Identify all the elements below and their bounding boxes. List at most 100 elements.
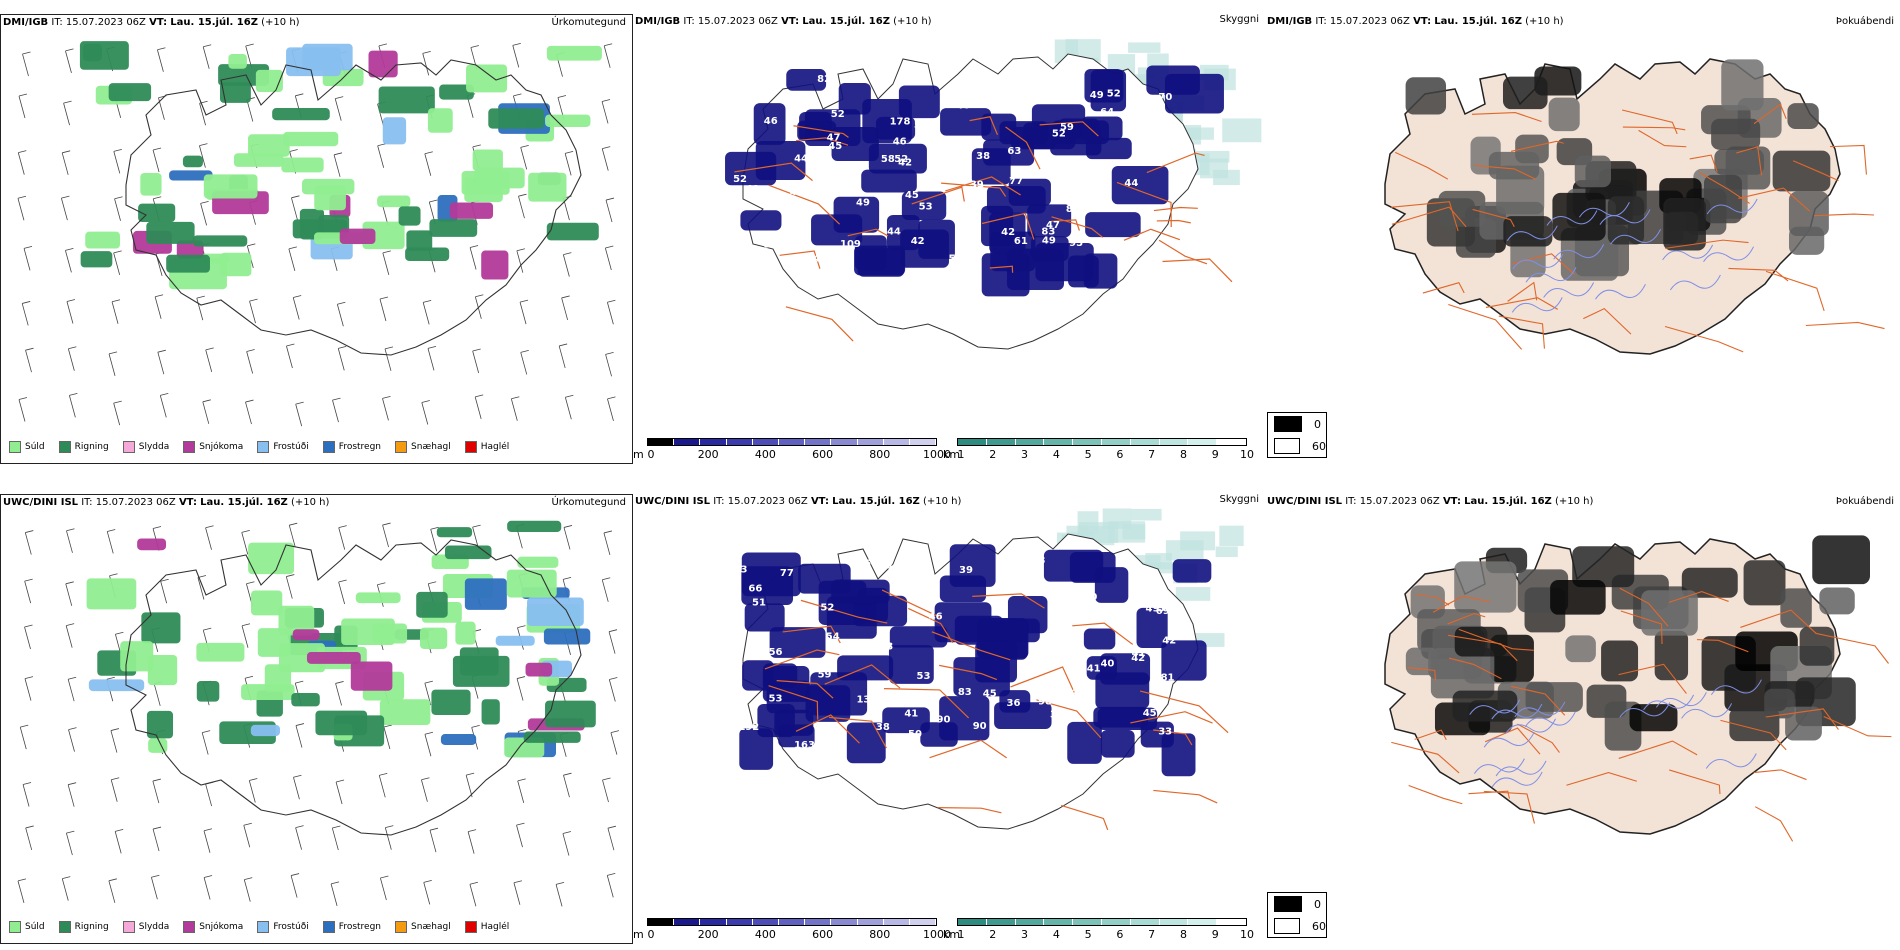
precip-area xyxy=(546,45,602,61)
visibility-area xyxy=(1084,68,1124,103)
wind-barb xyxy=(199,143,208,168)
visibility-area xyxy=(1111,166,1169,205)
scale-tick: 600 xyxy=(812,448,834,461)
wind-barb xyxy=(601,577,611,602)
cloud-label: 41 xyxy=(746,184,760,195)
cloud-label: 42 xyxy=(1162,635,1176,646)
cloud-label: 72 xyxy=(931,159,945,170)
wind-barb xyxy=(246,349,255,374)
cloud-label: 59 xyxy=(1060,122,1074,133)
road xyxy=(1517,723,1560,753)
wind-barb xyxy=(555,881,565,907)
cloud-label: 41 xyxy=(1087,663,1101,674)
road xyxy=(1622,126,1686,131)
cloud-label: 46 xyxy=(764,116,778,127)
legend-label: Haglél xyxy=(480,922,510,932)
cloudbase-area xyxy=(1128,42,1161,53)
wind-barb xyxy=(249,298,258,324)
cloud-label: 90 xyxy=(937,714,951,725)
legend-item: Frostúði xyxy=(257,441,309,453)
road xyxy=(1415,593,1450,606)
wind-barb xyxy=(65,830,75,856)
visibility-area xyxy=(1086,656,1117,680)
coastline xyxy=(125,59,582,356)
wind-barb xyxy=(203,828,213,853)
precip-area xyxy=(85,231,121,249)
cloud-label: 46 xyxy=(1009,101,1023,112)
wind-barb xyxy=(61,876,71,901)
precip-area xyxy=(528,172,567,202)
scale-step xyxy=(857,919,884,925)
visibility-area xyxy=(854,245,906,276)
wind-barb xyxy=(338,579,347,605)
scale-step xyxy=(726,919,753,925)
wind-barb xyxy=(423,879,432,905)
scale-tick: 3 xyxy=(1021,928,1029,941)
river xyxy=(1662,244,1714,261)
cloud-label: 52 xyxy=(1052,128,1066,139)
wind-barb xyxy=(61,195,70,221)
visibility-area xyxy=(1068,255,1099,288)
fog-swatch-light xyxy=(1274,918,1300,934)
cloud-label: 51 xyxy=(752,598,766,609)
wind-barb xyxy=(337,345,347,371)
wind-barb xyxy=(561,295,570,321)
road xyxy=(989,265,1014,273)
legend-swatch xyxy=(257,441,270,453)
wind-barb xyxy=(380,875,389,901)
cloud-label: 109 xyxy=(840,239,861,250)
scale-tick: 1 xyxy=(957,448,965,461)
road xyxy=(1696,639,1749,653)
cloud-label: 54 xyxy=(826,631,840,642)
fog-area xyxy=(1812,535,1870,585)
road xyxy=(795,137,849,146)
road xyxy=(1753,103,1787,125)
wind-barb xyxy=(421,777,430,802)
precip-area xyxy=(398,206,421,226)
legend-item: Snæhagl xyxy=(395,921,451,933)
wind-barb xyxy=(601,99,611,124)
road xyxy=(800,599,888,624)
precip-area xyxy=(146,710,174,739)
wind-barb xyxy=(335,779,345,805)
visibility-area xyxy=(889,626,948,648)
wind-barb xyxy=(517,778,526,804)
scale-unit: km xyxy=(943,928,961,941)
precip-area xyxy=(250,724,281,737)
cloudbase-scale: km 1 2 3 4 5 6 7 8 9 10 xyxy=(943,918,1265,942)
visibility-area xyxy=(981,113,1017,141)
wind-barb xyxy=(24,578,33,604)
cloud-label: 192 xyxy=(738,722,759,733)
cloud-label: 81 xyxy=(1161,673,1175,684)
scale-tick: 10 xyxy=(1240,448,1254,461)
wind-barb xyxy=(17,195,27,221)
wind-barb xyxy=(467,829,477,854)
wind-barb xyxy=(114,829,124,854)
visibility-area xyxy=(971,148,1011,185)
wind-barb xyxy=(510,396,520,421)
precip-area xyxy=(120,641,154,672)
wind-barb xyxy=(429,827,439,853)
wind-barb xyxy=(205,781,214,807)
cloud-map: 82 85 52 47 53 50 52 70 49 45 52 46 45 41 44 49 47 52 46 42… xyxy=(725,39,1262,350)
river xyxy=(1578,202,1630,218)
visibility-scale: m 0 200 400 600 800 1000 xyxy=(633,918,951,942)
legend-item: Snjókoma xyxy=(183,441,243,453)
road xyxy=(1720,719,1787,751)
fog-area xyxy=(1560,228,1619,281)
legend-label: Haglél xyxy=(480,442,510,452)
precip-area xyxy=(350,661,393,691)
wind-barb xyxy=(285,574,295,599)
cloud-label: 37 xyxy=(1055,652,1069,663)
fog-area xyxy=(1405,77,1447,115)
visibility-area xyxy=(1172,559,1212,583)
scale-tick: 8 xyxy=(1179,448,1187,461)
wind-barb xyxy=(516,248,525,273)
wind-barb xyxy=(562,831,572,856)
fog-swatch-dark xyxy=(1274,896,1302,912)
road xyxy=(1765,708,1839,730)
scale-step xyxy=(1073,439,1102,445)
fog-swatch-dark xyxy=(1274,416,1302,432)
road xyxy=(779,250,821,269)
precip-area xyxy=(219,82,251,103)
